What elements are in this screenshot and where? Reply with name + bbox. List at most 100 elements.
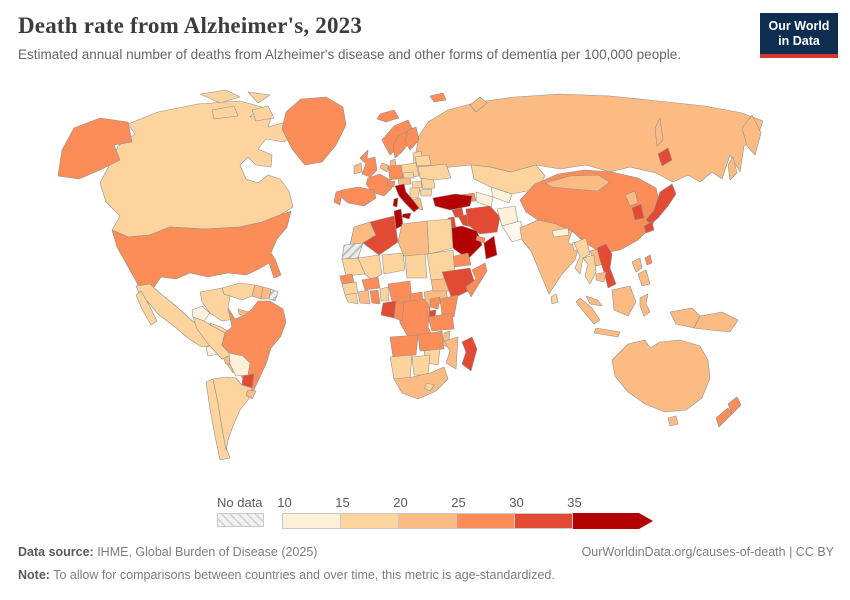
- country-TKM[interactable]: [475, 191, 494, 208]
- country-UZB[interactable]: [490, 186, 513, 204]
- country-BFA[interactable]: [361, 276, 381, 291]
- country-LBY[interactable]: [397, 220, 430, 257]
- country-FIN[interactable]: [404, 126, 420, 151]
- country-COG[interactable]: [393, 300, 405, 322]
- country-DEU[interactable]: [387, 164, 404, 181]
- legend-tick-label: 20: [393, 495, 408, 510]
- country-NPL[interactable]: [551, 227, 570, 238]
- country-EGY[interactable]: [426, 218, 454, 255]
- country-BWA[interactable]: [411, 354, 431, 376]
- country-HUN[interactable]: [411, 180, 423, 189]
- country-BEN[interactable]: [379, 286, 390, 302]
- country-BNL[interactable]: [379, 162, 389, 173]
- legend-segment[interactable]: [456, 513, 515, 529]
- note-label: Note:: [18, 567, 50, 582]
- country-ISL[interactable]: [376, 109, 400, 123]
- country-ARG[interactable]: [212, 376, 253, 451]
- country-MOZ[interactable]: [443, 336, 459, 370]
- country-NER[interactable]: [381, 252, 406, 275]
- country-UKR[interactable]: [417, 163, 452, 181]
- country-COD[interactable]: [397, 298, 433, 338]
- country-CZE[interactable]: [402, 171, 415, 179]
- country-UGA[interactable]: [429, 296, 441, 310]
- country-ZMB[interactable]: [417, 330, 445, 352]
- legend-tick-label: 10: [277, 495, 292, 510]
- legend-no-data-swatch[interactable]: [217, 513, 264, 527]
- country-ECU[interactable]: [191, 305, 211, 322]
- owid-logo-line1: Our World: [768, 19, 830, 33]
- owid-logo[interactable]: Our World in Data: [760, 13, 838, 58]
- country-MYS[interactable]: [585, 295, 603, 307]
- country-GUF[interactable]: [268, 288, 279, 302]
- country-AGO[interactable]: [389, 334, 419, 358]
- country-PRK[interactable]: [624, 190, 639, 207]
- data-source-text: IHME, Global Burden of Disease (2025): [93, 545, 318, 559]
- country-IDN[interactable]: [575, 285, 701, 338]
- country-BRA[interactable]: [221, 300, 287, 395]
- country-CIV[interactable]: [357, 289, 371, 305]
- country-ITA[interactable]: [392, 183, 420, 220]
- country-JPN[interactable]: [643, 147, 677, 234]
- country-GBR[interactable]: [359, 149, 378, 178]
- country-IND[interactable]: [519, 219, 580, 295]
- country-RUS[interactable]: [414, 93, 764, 183]
- legend-segment[interactable]: [340, 513, 399, 529]
- country-MDG[interactable]: [461, 336, 478, 372]
- header: Death rate from Alzheimer's, 2023 Estima…: [18, 13, 738, 64]
- data-source-label: Data source:: [18, 545, 94, 559]
- country-BLR[interactable]: [414, 154, 432, 167]
- world-map[interactable]: [0, 88, 850, 496]
- country-AUS[interactable]: [611, 339, 711, 427]
- country-VNM[interactable]: [596, 243, 617, 289]
- country-SWE[interactable]: [392, 131, 410, 159]
- legend-no-data-label: No data: [217, 495, 263, 510]
- country-OMN[interactable]: [483, 235, 498, 260]
- footer: Data source: IHME, Global Burden of Dise…: [18, 541, 834, 586]
- country-PRT[interactable]: [333, 189, 343, 206]
- page-title: Death rate from Alzheimer's, 2023: [18, 13, 363, 38]
- country-THA[interactable]: [582, 254, 597, 285]
- country-LBR[interactable]: [344, 292, 359, 305]
- owid-cc-link[interactable]: OurWorldinData.org/causes-of-death | CC …: [581, 545, 834, 559]
- legend-tick-label: 30: [509, 495, 524, 510]
- legend-segment[interactable]: [573, 513, 653, 529]
- country-CAN[interactable]: [99, 89, 297, 238]
- country-SOM[interactable]: [465, 262, 488, 298]
- country-PNG[interactable]: [693, 311, 739, 333]
- country-GAB[interactable]: [380, 300, 397, 319]
- country-ZAF[interactable]: [393, 366, 449, 400]
- legend-segment[interactable]: [282, 513, 341, 529]
- data-source-line: Data source: IHME, Global Burden of Dise…: [18, 541, 317, 564]
- country-KHM[interactable]: [595, 271, 607, 283]
- country-SRB[interactable]: [409, 187, 421, 199]
- country-IRN[interactable]: [465, 205, 501, 235]
- country-URY[interactable]: [245, 389, 257, 400]
- legend-segment[interactable]: [514, 513, 573, 529]
- country-MMR[interactable]: [573, 237, 591, 275]
- country-NZL[interactable]: [715, 396, 742, 428]
- legend-tick-label: 15: [335, 495, 350, 510]
- country-ESP[interactable]: [339, 186, 377, 207]
- country-MNG[interactable]: [544, 174, 611, 192]
- country-CHE[interactable]: [386, 180, 396, 188]
- country-IRL[interactable]: [353, 162, 363, 175]
- country-PHL[interactable]: [631, 257, 651, 287]
- owid-logo-line2: in Data: [778, 34, 820, 48]
- legend-tick-label: 25: [451, 495, 466, 510]
- country-BGR[interactable]: [419, 188, 433, 197]
- country-KOR[interactable]: [631, 203, 645, 221]
- country-LKA[interactable]: [550, 293, 559, 305]
- country-KEN[interactable]: [439, 294, 459, 318]
- country-TZA[interactable]: [427, 312, 455, 332]
- country-LSO[interactable]: [423, 382, 435, 392]
- country-TWN[interactable]: [644, 254, 653, 266]
- legend-tick-label: 35: [567, 495, 582, 510]
- legend-segment[interactable]: [398, 513, 457, 529]
- country-ESH[interactable]: [341, 242, 364, 260]
- country-GHA[interactable]: [369, 289, 381, 305]
- country-TUR[interactable]: [432, 193, 473, 211]
- country-TCD[interactable]: [404, 253, 428, 279]
- country-NAM[interactable]: [389, 354, 413, 380]
- country-GRL[interactable]: [281, 96, 347, 166]
